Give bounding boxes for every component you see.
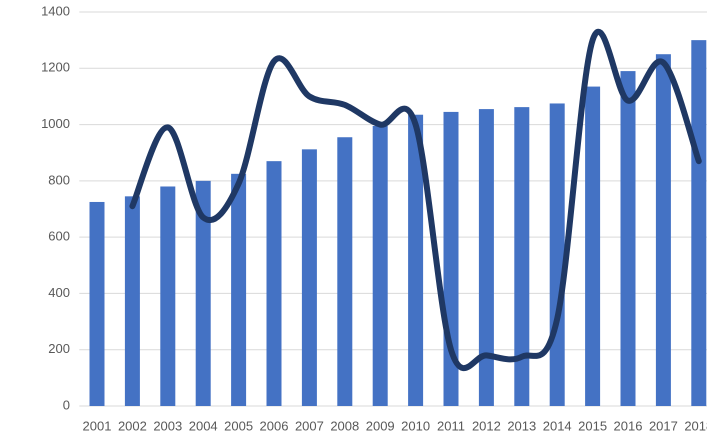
bar xyxy=(408,114,424,406)
bar xyxy=(655,54,671,406)
bar xyxy=(372,125,388,406)
bar xyxy=(231,173,247,406)
y-tick-label: 1400 xyxy=(41,3,70,18)
x-tick-label: 2004 xyxy=(189,418,218,433)
x-tick-label: 2017 xyxy=(649,418,678,433)
x-tick-label: 2005 xyxy=(224,418,253,433)
y-tick-label: 1000 xyxy=(41,116,70,131)
y-tick-label: 1200 xyxy=(41,60,70,75)
y-tick-label: 600 xyxy=(48,229,70,244)
x-tick-label: 2009 xyxy=(366,418,395,433)
x-tick-label: 2008 xyxy=(330,418,359,433)
bar xyxy=(620,71,636,406)
bar xyxy=(160,186,176,406)
x-tick-label: 2003 xyxy=(153,418,182,433)
y-tick-label: 400 xyxy=(48,285,70,300)
y-tick-label: 0 xyxy=(63,397,70,412)
bar xyxy=(691,40,707,407)
y-tick-label: 800 xyxy=(48,172,70,187)
bar xyxy=(89,201,105,406)
bar xyxy=(585,86,601,406)
x-tick-label: 2006 xyxy=(260,418,289,433)
bar xyxy=(301,149,317,406)
x-tick-label: 2015 xyxy=(578,418,607,433)
bar xyxy=(478,109,494,406)
x-tick-label: 2016 xyxy=(614,418,643,433)
y-tick-label: 200 xyxy=(48,341,70,356)
bar xyxy=(266,161,282,406)
x-tick-label: 2007 xyxy=(295,418,324,433)
bar xyxy=(549,103,565,406)
bar xyxy=(337,137,353,406)
bar xyxy=(514,107,530,406)
x-tick-label: 2011 xyxy=(437,418,465,433)
x-tick-label: 2018 xyxy=(684,418,707,433)
x-tick-label: 2010 xyxy=(401,418,430,433)
bar xyxy=(124,196,140,406)
x-tick-label: 2002 xyxy=(118,418,147,433)
x-tick-label: 2001 xyxy=(83,418,112,433)
x-tick-label: 2014 xyxy=(543,418,572,433)
bar xyxy=(195,180,211,406)
x-tick-label: 2013 xyxy=(507,418,536,433)
line xyxy=(129,28,702,371)
x-tick-label: 2012 xyxy=(472,418,501,433)
